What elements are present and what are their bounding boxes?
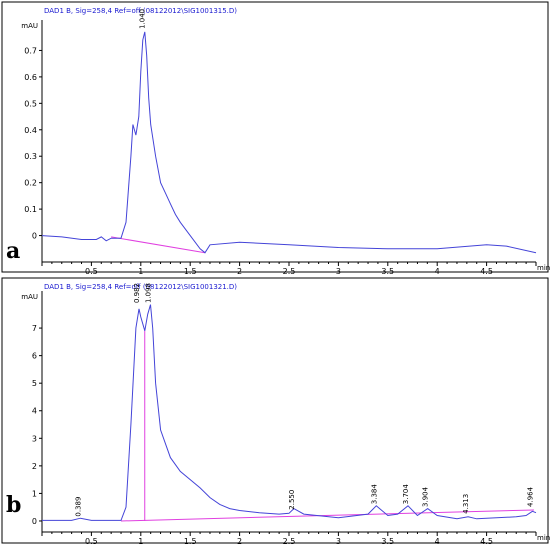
y-tick-label: 3 (32, 434, 37, 443)
x-tick-label: 2 (237, 267, 242, 276)
x-tick-label: 0.5 (85, 267, 98, 276)
peak-label: 1.098 (144, 283, 152, 303)
x-tick-label: 4 (435, 537, 440, 546)
x-tick-label: 3 (336, 267, 341, 276)
panel-letter: b (6, 492, 21, 518)
y-tick-label: 1 (32, 489, 37, 498)
peak-label: 2.550 (288, 490, 296, 510)
y-tick-label: 0.7 (24, 46, 37, 55)
x-axis-label: min (537, 534, 550, 542)
y-tick-label: 0.6 (24, 73, 37, 82)
y-tick-label: 0.1 (24, 205, 37, 214)
peak-label: 4.964 (526, 486, 534, 507)
integration-baseline (121, 509, 535, 522)
y-tick-label: 0.3 (24, 152, 37, 161)
y-tick-label: 7 (32, 324, 37, 333)
y-tick-label: 6 (32, 352, 37, 361)
x-tick-label: 4.5 (480, 537, 493, 546)
x-tick-label: 1 (138, 537, 143, 546)
y-axis-label: mAU (21, 22, 38, 30)
x-tick-label: 4.5 (480, 267, 493, 276)
x-tick-label: 3.5 (381, 267, 394, 276)
peak-label: 3.904 (422, 486, 430, 507)
x-tick-label: 1.5 (184, 537, 197, 546)
y-axis-label: mAU (21, 293, 38, 301)
y-tick-label: 2 (32, 462, 37, 471)
peak-label: 3.704 (402, 484, 410, 505)
y-tick-label: 4 (32, 407, 37, 416)
y-tick-label: 0.4 (24, 126, 37, 135)
y-tick-label: 0 (32, 517, 37, 526)
chromatogram-trace (42, 304, 537, 521)
chart-panel-a: DAD1 B, Sig=258,4 Ref=off (08122012\SIG1… (1, 1, 550, 276)
panel-frame (1, 277, 549, 544)
x-tick-label: 1 (138, 267, 143, 276)
x-axis-label: min (537, 264, 550, 272)
peak-label: 0.389 (74, 497, 82, 517)
x-tick-label: 4 (435, 267, 440, 276)
peak-label: 3.384 (370, 484, 378, 505)
x-tick-label: 2 (237, 537, 242, 546)
peak-label: 4.313 (462, 494, 470, 514)
integration-baseline (111, 236, 206, 254)
chart-panel-b: DAD1 B, Sig=258,4 Ref=off (08122012\SIG1… (1, 277, 550, 546)
x-tick-label: 2.5 (283, 267, 296, 276)
peak-label: 1.040 (139, 9, 147, 29)
y-tick-label: 5 (32, 379, 37, 388)
x-tick-label: 3.5 (381, 537, 394, 546)
chart-title: DAD1 B, Sig=258,4 Ref=off (08122012\SIG1… (44, 283, 237, 291)
y-tick-label: 0.2 (24, 179, 37, 188)
y-tick-label: 0 (32, 232, 37, 241)
x-tick-label: 2.5 (283, 537, 296, 546)
x-tick-label: 0.5 (85, 537, 98, 546)
panel-letter: a (6, 238, 20, 264)
chromatogram-trace (41, 31, 537, 254)
panel-frame (1, 1, 549, 273)
chart-title: DAD1 B, Sig=258,4 Ref=off (08122012\SIG1… (44, 7, 237, 15)
y-tick-label: 0.5 (24, 99, 37, 108)
x-tick-label: 1.5 (184, 267, 197, 276)
peak-label: 0.982 (133, 283, 141, 303)
x-tick-label: 3 (336, 537, 341, 546)
